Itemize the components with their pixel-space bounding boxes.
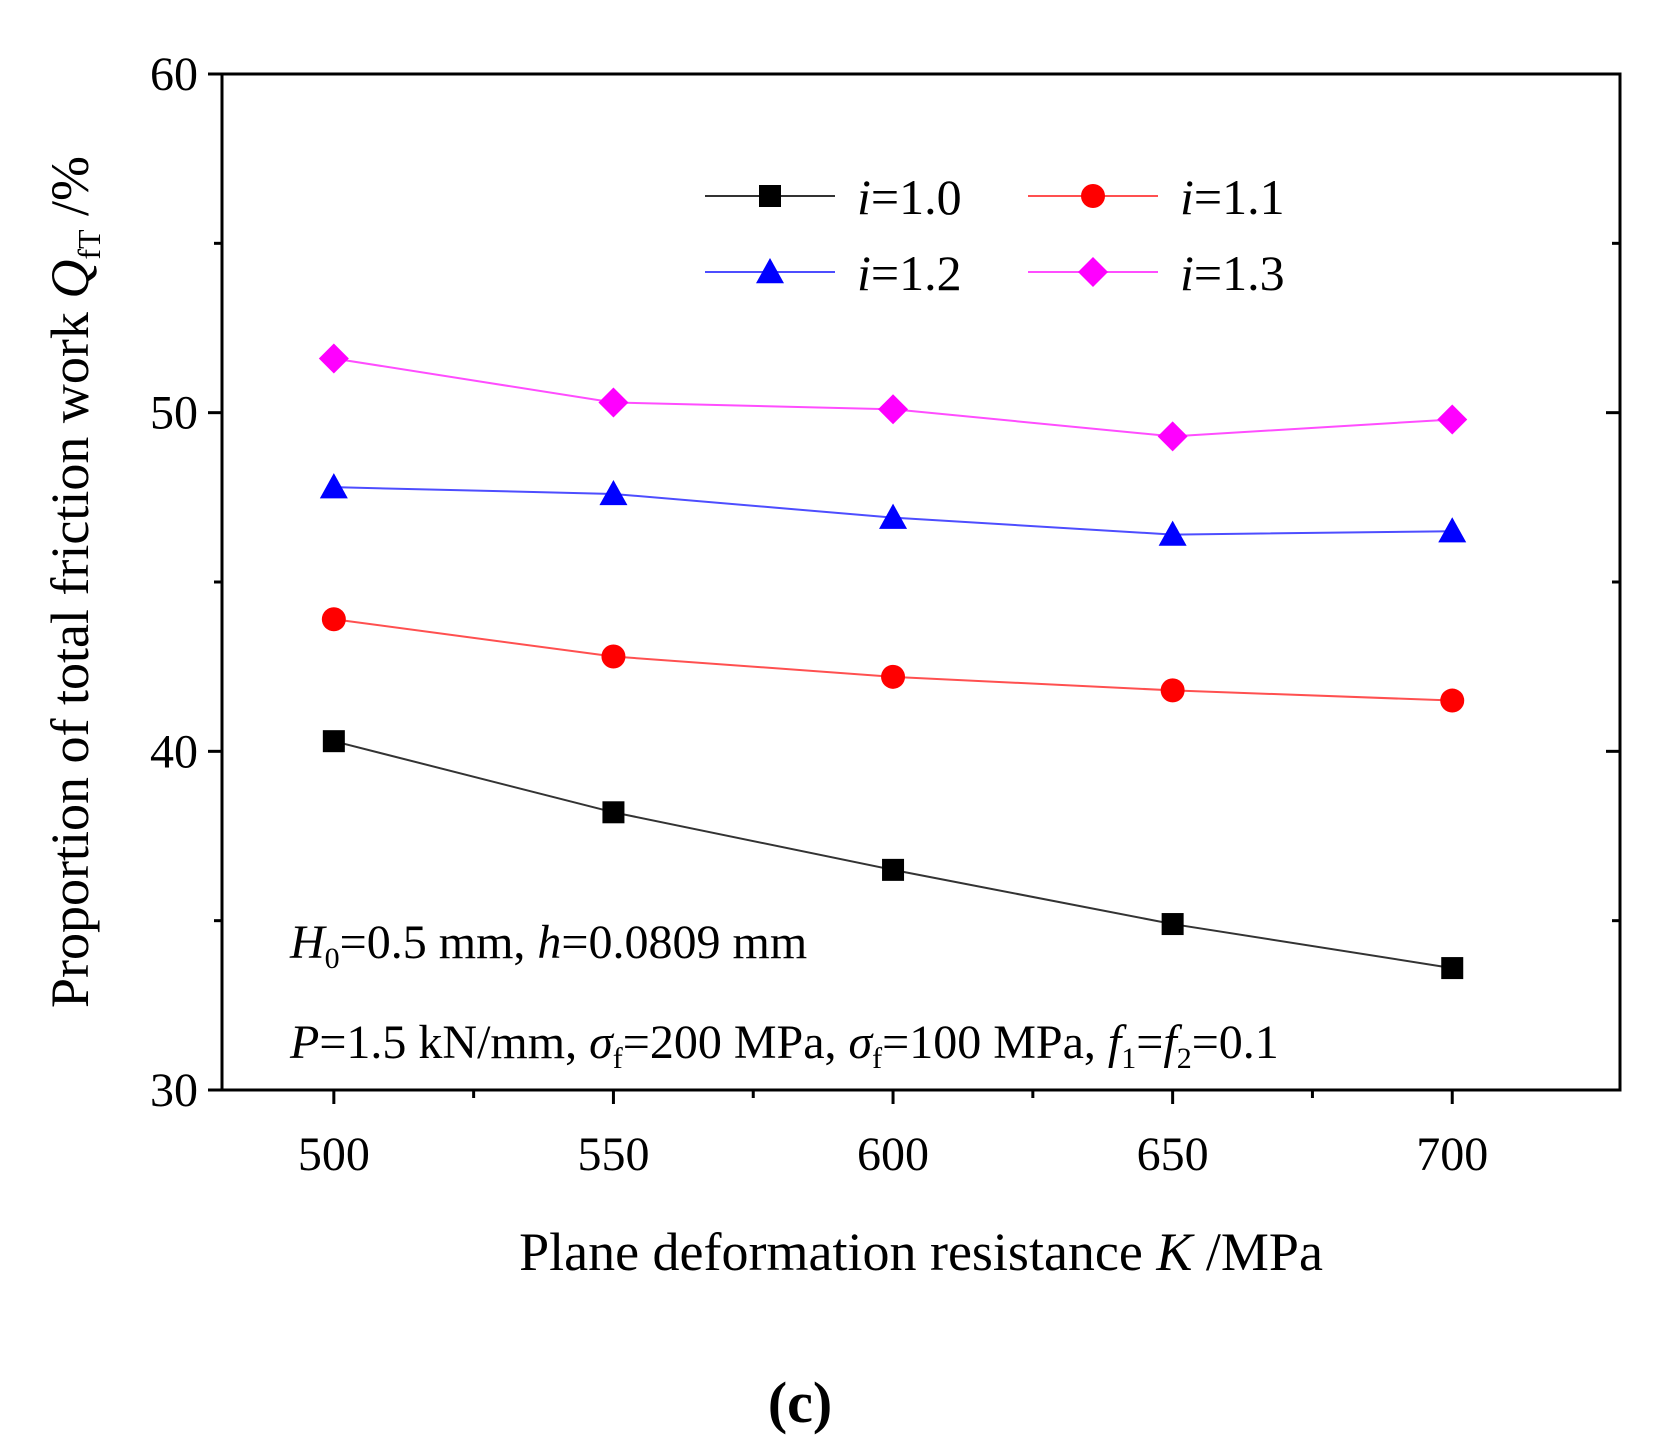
- legend: i=1.0 i=1.1i=1.2 i=1.3: [705, 169, 1285, 301]
- x-tick-label: 600: [857, 1128, 929, 1181]
- data-point-4: [598, 387, 629, 418]
- data-point-1: [1441, 957, 1464, 980]
- annot-sigma-2: σ: [849, 1016, 875, 1069]
- legend-label-value: =1.3: [1194, 245, 1285, 301]
- x-axis-title-main: Plane deformation resistance: [519, 1222, 1156, 1282]
- y-axis-title-var: Q: [40, 260, 100, 299]
- annotation-line-2: P=1.5 kN/mm, σf=200 MPa, σf=100 MPa, f1=…: [289, 1016, 1279, 1075]
- y-axis-title-main: Proportion of total friction work: [40, 299, 100, 1008]
- data-point-2: [881, 664, 906, 689]
- annot-f2-sub: 2: [1177, 1042, 1192, 1075]
- x-tick-label: 700: [1416, 1128, 1488, 1181]
- legend-label: i=1.3: [1180, 245, 1285, 301]
- legend-label-value: =1.2: [871, 245, 962, 301]
- annot-text-7: =0.1: [1192, 1016, 1279, 1069]
- data-point-1: [882, 858, 905, 881]
- x-tick-label: 550: [577, 1128, 649, 1181]
- data-point-2: [321, 607, 346, 632]
- data-point-1: [322, 730, 345, 753]
- data-point-4: [1437, 404, 1468, 435]
- annot-text-2: =0.0809 mm: [561, 916, 807, 969]
- data-point-3: [319, 473, 348, 499]
- data-point-4: [1157, 421, 1188, 452]
- legend-label: i=1.0: [857, 169, 962, 225]
- data-point-3: [1158, 520, 1187, 546]
- x-tick-label: 650: [1137, 1128, 1209, 1181]
- annot-text-4: =200 MPa,: [623, 1016, 849, 1069]
- legend-label-var: i: [857, 169, 871, 225]
- legend-label-var: i: [857, 245, 871, 301]
- y-tick-label: 50: [150, 387, 198, 440]
- legend-label-value: =1.1: [1194, 169, 1285, 225]
- legend-marker: [756, 258, 784, 284]
- annot-h: h: [537, 916, 561, 969]
- x-axis-title-var: K: [1155, 1222, 1195, 1282]
- annot-P: P: [289, 1016, 319, 1069]
- annot-H-sub: 0: [325, 942, 340, 975]
- panel-label: (c): [768, 1370, 832, 1435]
- x-tick-labels: 500 550 600 650 700: [298, 1128, 1488, 1181]
- data-point-3: [599, 479, 628, 506]
- y-tick-label: 30: [150, 1064, 198, 1117]
- annot-text-1: =0.5 mm,: [340, 916, 538, 969]
- annot-text-3: =1.5 kN/mm,: [319, 1016, 589, 1069]
- y-tick-label: 40: [150, 725, 198, 778]
- data-point-1: [602, 801, 625, 824]
- y-tick-labels: 30 40 50 60: [150, 48, 198, 1117]
- annotation-line-1: H0=0.5 mm, h=0.0809 mm: [289, 916, 807, 975]
- y-axis-title-unit: /%: [40, 156, 100, 230]
- legend-marker: [759, 185, 781, 207]
- data-point-2: [1440, 688, 1465, 713]
- x-axis-title: Plane deformation resistance K /MPa: [519, 1222, 1323, 1282]
- y-axis-title-sub: fT: [71, 229, 107, 260]
- legend-label-value: =1.0: [871, 169, 962, 225]
- legend-label: i=1.1: [1180, 169, 1285, 225]
- y-axis-title: Proportion of total friction work QfT /%: [40, 156, 107, 1008]
- annot-sigma-1-sub: f: [613, 1042, 623, 1075]
- annot-text-6: =: [1136, 1016, 1163, 1069]
- x-tick-label: 500: [298, 1128, 370, 1181]
- annot-text-5: =100 MPa,: [882, 1016, 1108, 1069]
- legend-marker: [1081, 184, 1105, 208]
- data-point-4: [318, 343, 349, 374]
- y-tick-label: 60: [150, 48, 198, 101]
- data-point-3: [1438, 517, 1467, 543]
- legend-marker: [1078, 257, 1108, 287]
- annot-sigma-1: σ: [589, 1016, 615, 1069]
- legend-label: i=1.2: [857, 245, 962, 301]
- data-point-4: [878, 394, 909, 425]
- data-point-3: [879, 503, 908, 529]
- annot-f1-sub: 1: [1121, 1042, 1136, 1075]
- data-point-2: [601, 644, 626, 669]
- axis-ticks: [208, 72, 1620, 1104]
- legend-label-var: i: [1180, 245, 1194, 301]
- data-point-2: [1160, 678, 1185, 703]
- annot-sigma-2-sub: f: [872, 1042, 882, 1075]
- legend-label-var: i: [1180, 169, 1194, 225]
- x-axis-title-unit: /MPa: [1192, 1222, 1323, 1282]
- data-series: [318, 343, 1468, 980]
- annot-H: H: [289, 916, 327, 969]
- data-point-1: [1161, 913, 1184, 936]
